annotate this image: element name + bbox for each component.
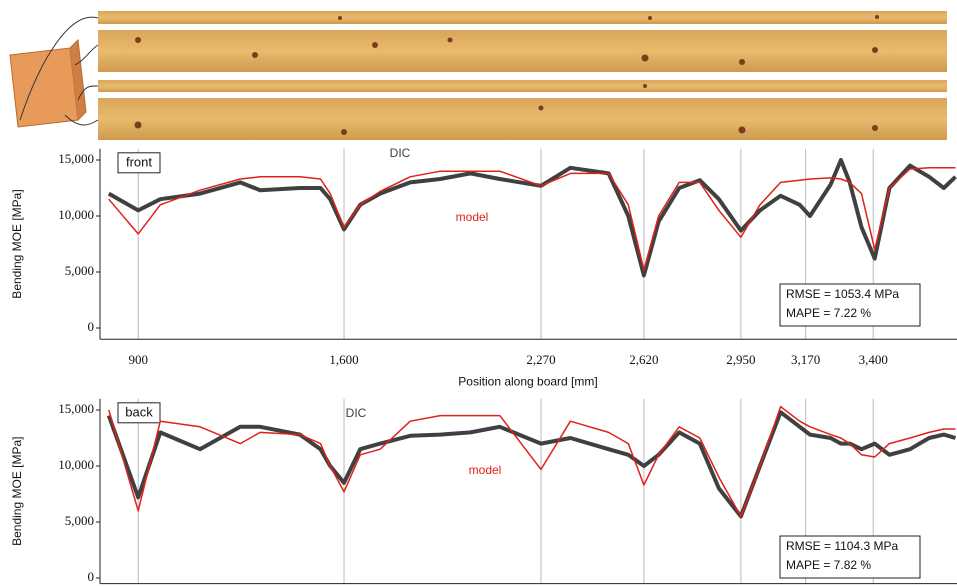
board-sketch — [10, 48, 78, 127]
board-strip — [98, 30, 947, 72]
board-strip — [98, 80, 947, 92]
x-tick-label: 2,270 — [526, 352, 555, 367]
series-label: model — [469, 463, 502, 477]
y-tick-label: 15,000 — [58, 401, 94, 416]
panel-label: front — [126, 155, 152, 170]
figure: 900 1,600 2,270 2,620 2,950 3,170 3,400 0 5,000 1… — [0, 0, 957, 586]
y-tick-label: 10,000 — [58, 457, 94, 472]
board-strip — [98, 11, 947, 24]
panel-label: back — [125, 405, 153, 420]
x-tick-label: 3,170 — [791, 352, 820, 367]
board-images — [10, 11, 947, 140]
y-axis-label: Bending MOE [MPa] — [10, 437, 24, 546]
stats-text: MAPE = 7.82 % — [786, 558, 871, 572]
y-tick-label: 5,000 — [65, 513, 94, 528]
x-tick-label: 2,950 — [726, 352, 755, 367]
y-tick-label: 0 — [88, 569, 95, 584]
x-tick-label: 2,620 — [629, 352, 658, 367]
series-label: DIC — [390, 146, 411, 160]
y-tick-label: 10,000 — [58, 207, 94, 222]
x-tick-label: 3,400 — [859, 352, 888, 367]
stats-text: RMSE = 1104.3 MPa — [786, 539, 898, 553]
line-series — [109, 407, 956, 517]
x-tick-label: 900 — [128, 352, 148, 367]
stats-text: MAPE = 7.22 % — [786, 306, 871, 320]
y-tick-label: 15,000 — [58, 151, 94, 166]
y-tick-label: 5,000 — [65, 263, 94, 278]
board-strip — [98, 98, 947, 140]
line-series — [109, 412, 956, 516]
y-axis-label: Bending MOE [MPa] — [10, 189, 24, 298]
y-tick-label: 0 — [88, 319, 95, 334]
series-label: model — [456, 210, 489, 224]
stats-text: RMSE = 1053.4 MPa — [786, 287, 899, 301]
x-tick-label: 1,600 — [329, 352, 358, 367]
series-label: DIC — [346, 406, 367, 420]
x-axis-label: Position along board [mm] — [458, 374, 597, 388]
